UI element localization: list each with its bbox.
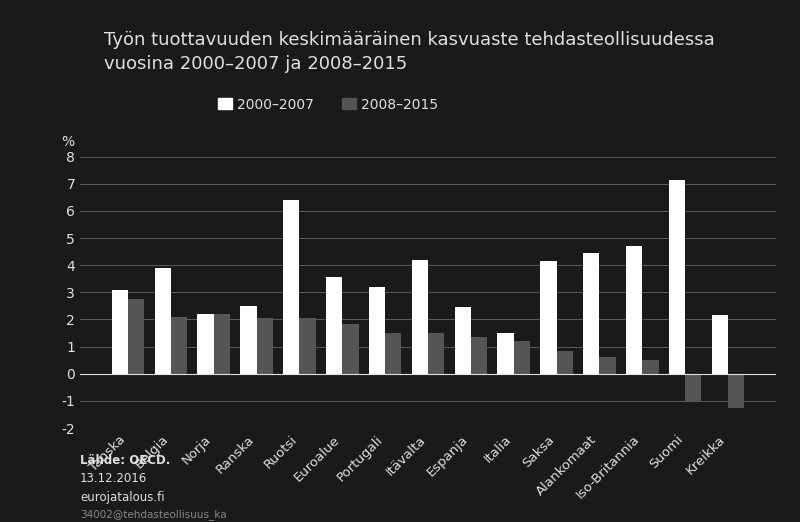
Legend: 2000–2007, 2008–2015: 2000–2007, 2008–2015 [212, 92, 444, 117]
Bar [369, 287, 385, 374]
Text: Työn tuottavuuden keskimääräinen kasvuaste tehdasteollisuudessa
vuosina 2000–200: Työn tuottavuuden keskimääräinen kasvuas… [104, 31, 714, 73]
Bar [471, 337, 487, 374]
Bar [283, 200, 299, 374]
Text: %: % [62, 135, 74, 149]
Bar [428, 333, 444, 374]
Bar [240, 306, 257, 374]
Bar [583, 253, 599, 374]
Bar [385, 333, 402, 374]
Bar [170, 317, 187, 374]
Bar [154, 268, 170, 374]
Bar [599, 358, 616, 374]
Text: 13.12.2016: 13.12.2016 [80, 472, 147, 485]
Bar [557, 351, 573, 374]
Bar [257, 318, 273, 374]
Bar [128, 299, 144, 374]
Bar [498, 333, 514, 374]
Text: Lähde: OECD.: Lähde: OECD. [80, 454, 170, 467]
Bar [728, 374, 744, 408]
Bar [669, 180, 686, 374]
Bar [326, 277, 342, 374]
Bar [412, 260, 428, 374]
Bar [712, 315, 728, 374]
Bar [214, 314, 230, 374]
Bar [112, 290, 128, 374]
Bar [342, 324, 358, 374]
Bar [198, 314, 214, 374]
Bar [299, 318, 316, 374]
Text: eurojatalous.fi: eurojatalous.fi [80, 491, 165, 504]
Text: 34002@tehdasteollisuus_ka: 34002@tehdasteollisuus_ka [80, 509, 226, 520]
Bar [514, 341, 530, 374]
Bar [642, 360, 658, 374]
Bar [454, 307, 471, 374]
Bar [626, 246, 642, 374]
Bar [686, 374, 702, 401]
Bar [540, 261, 557, 374]
